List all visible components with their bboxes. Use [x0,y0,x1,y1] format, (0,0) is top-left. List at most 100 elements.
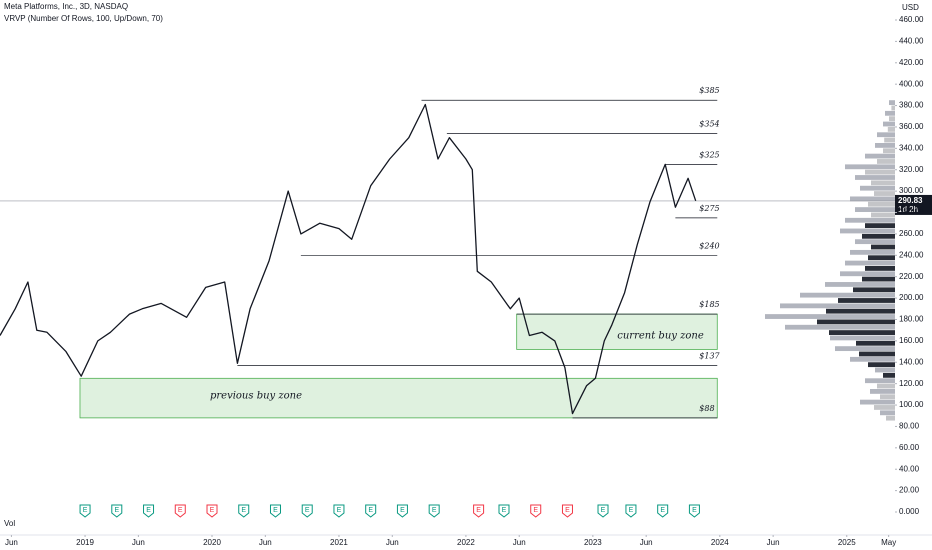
y-tick-label: 420.00 [899,58,924,67]
earnings-marker [597,504,609,518]
profile-bar-down [886,415,895,421]
profile-bar-down [877,159,895,164]
y-tick-label: 100.00 [899,400,924,409]
profile-bar-down [871,212,895,218]
profile-bar-up [765,314,895,319]
profile-bar-down [865,266,895,271]
y-tick-label: 220.00 [899,272,924,281]
y-tick-label: 320.00 [899,165,924,174]
y-tick-label: 260.00 [899,229,924,238]
profile-bar-up [889,100,895,106]
profile-bar-down [887,126,895,132]
earnings-label: E [629,507,634,514]
profile-bar-up [780,303,895,309]
profile-bar-down [817,319,895,325]
profile-bar-up [855,175,895,180]
profile-bar-down [862,276,895,282]
profile-bar-down [884,137,895,143]
profile-bar-up [850,196,895,202]
x-tick-label: 2022 [457,538,475,547]
profile-bar-down [868,255,895,261]
profile-bar-up [865,153,895,159]
profile-bar-up [835,346,895,352]
earnings-label: E [114,507,119,514]
profile-bar-up [850,356,895,362]
x-tick-label: May [881,538,896,547]
earnings-marker [625,504,637,518]
y-tick-label: 120.00 [899,379,924,388]
profile-bar-up [840,271,895,277]
earnings-marker [688,504,700,518]
earnings-marker [365,504,377,518]
profile-bar-up [845,164,895,170]
profile-bar-up [860,185,895,191]
earnings-marker [530,504,542,518]
earnings-marker [473,504,485,518]
profile-bar-up [785,324,895,330]
profile-bar-down [883,372,895,378]
earnings-label: E [533,507,538,514]
level-label: $325 [699,150,719,159]
earnings-marker [174,504,186,518]
earnings-label: E [337,507,342,514]
profile-bar-down [889,116,895,122]
y-tick-label: 440.00 [899,37,924,46]
profile-bar-up [845,260,895,266]
level-label: $385 [699,86,719,95]
profile-bar-up [875,143,895,148]
y-tick-label: 400.00 [899,79,924,88]
y-tick-label: 140.00 [899,357,924,366]
profile-bar-down [871,244,895,250]
price-axis [895,0,932,550]
profile-bar-down [838,298,895,303]
profile-bar-up [880,410,895,416]
y-tick-label: 160.00 [899,336,924,345]
profile-bar-up [840,228,895,234]
earnings-marker [301,504,313,518]
profile-bar-down [853,287,895,293]
level-label: $137 [699,351,720,360]
earnings-label: E [601,507,606,514]
x-tick-label: Jun [5,538,18,547]
earnings-marker [498,504,510,518]
y-tick-label: 40.00 [899,464,920,473]
earnings-marker [206,504,218,518]
profile-bar-down [874,405,895,410]
y-tick-label: 180.00 [899,315,924,324]
y-tick-label: 80.00 [899,422,920,431]
y-tick-label: 240.00 [899,250,924,259]
level-label: $185 [699,300,719,309]
last-price-label: 290.83 [898,196,923,205]
profile-bar-up [865,378,895,384]
profile-bar-down [868,201,895,207]
earnings-marker [269,504,281,518]
y-tick-label: 0.000 [899,507,920,516]
profile-bar-up [845,217,895,223]
profile-bar-down [877,383,895,389]
earnings-marker [396,504,408,518]
profile-bar-down [829,330,895,335]
y-tick-label: 280.00 [899,208,924,217]
x-tick-label: 2025 [838,538,856,547]
x-tick-label: 2024 [711,538,729,547]
x-tick-label: Jun [132,538,145,547]
earnings-marker [561,504,573,518]
profile-bar-down [868,362,895,368]
level-label: $88 [699,404,714,413]
profile-bar-down [865,169,895,175]
chart-title: Meta Platforms, Inc., 3D, NASDAQ [4,2,128,11]
x-tick-label: 2020 [203,538,221,547]
earnings-label: E [476,507,481,514]
earnings-label: E [241,507,246,514]
price-line [0,103,697,415]
level-label: $240 [699,241,719,250]
profile-bar-up [850,249,895,255]
profile-bar-up [800,292,895,298]
profile-bar-up [883,121,895,127]
earnings-marker [333,504,345,518]
buy-zone [516,313,718,350]
profile-bar-down [891,105,895,111]
profile-bar-down [859,351,895,357]
x-tick-label: Jun [259,538,272,547]
